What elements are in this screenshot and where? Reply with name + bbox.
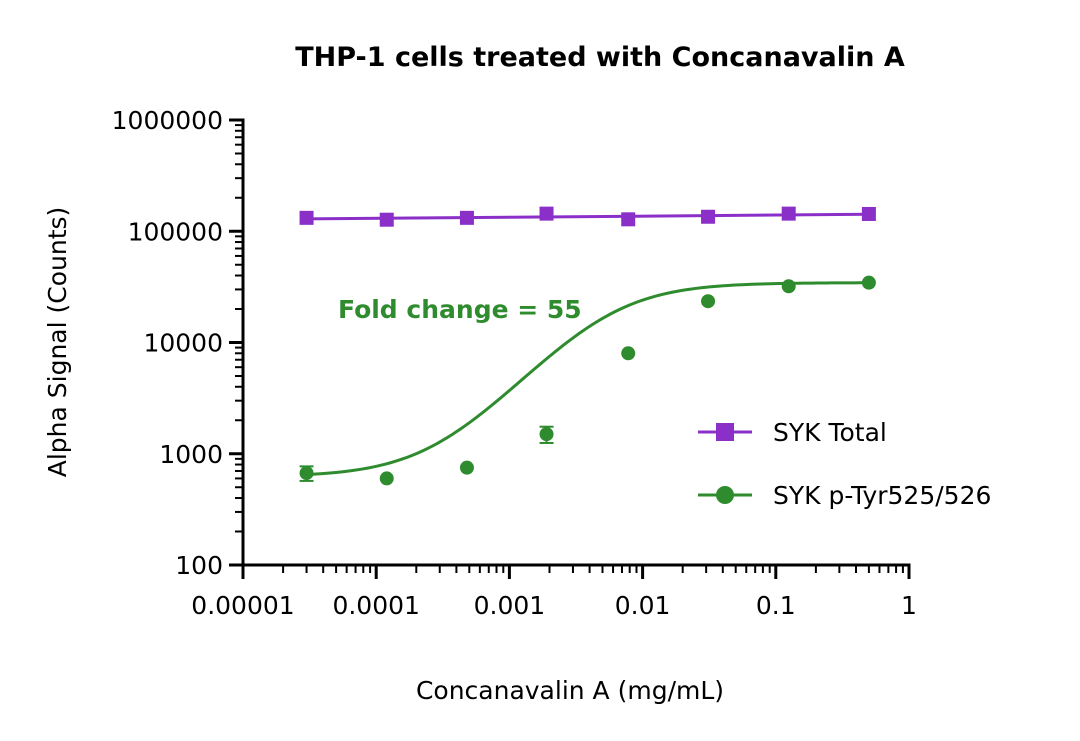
data-point bbox=[781, 279, 796, 294]
data-point bbox=[379, 212, 394, 227]
y-tick-label: 100000 bbox=[128, 217, 223, 246]
data-point bbox=[861, 206, 876, 221]
x-tick-label: 0.1 bbox=[756, 591, 796, 620]
x-tick-label: 0.01 bbox=[615, 591, 671, 620]
data-point bbox=[621, 212, 636, 227]
y-tick-label: 1000000 bbox=[112, 106, 223, 135]
data-point bbox=[299, 466, 314, 481]
data-point bbox=[379, 471, 394, 486]
x-axis-label: Concanavalin A (mg/mL) bbox=[416, 676, 724, 705]
data-point bbox=[701, 294, 716, 309]
y-axis-label: Alpha Signal (Counts) bbox=[43, 207, 72, 478]
fold-change-annotation: Fold change = 55 bbox=[338, 295, 582, 324]
data-point bbox=[539, 427, 554, 442]
legend-marker bbox=[716, 486, 734, 504]
data-point bbox=[539, 206, 554, 221]
x-tick-label: 0.001 bbox=[474, 591, 546, 620]
x-ticks: 0.00001 0.0001 0.001 0.01 0.1 1 bbox=[191, 565, 917, 620]
legend: SYK Total SYK p-Tyr525/526 bbox=[698, 418, 991, 510]
y-tick-label: 10000 bbox=[143, 329, 223, 358]
legend-item-syk-p-tyr: SYK p-Tyr525/526 bbox=[698, 481, 991, 510]
fit-line bbox=[306, 212, 869, 221]
data-point bbox=[299, 210, 314, 225]
y-tick-label: 1000 bbox=[159, 440, 223, 469]
data-point bbox=[621, 346, 636, 361]
y-tick-label: 100 bbox=[175, 551, 223, 580]
data-point bbox=[459, 460, 474, 475]
x-tick-label: 0.00001 bbox=[191, 591, 294, 620]
series-syk-p-tyr bbox=[299, 275, 876, 486]
data-point bbox=[781, 206, 796, 221]
x-tick-label: 1 bbox=[901, 591, 917, 620]
data-point bbox=[459, 210, 474, 225]
data-point bbox=[701, 209, 716, 224]
series-layer bbox=[299, 206, 876, 486]
legend-marker bbox=[716, 423, 734, 441]
y-ticks: 100 1000 10000 100000 1000000 bbox=[112, 106, 243, 580]
fit-line bbox=[306, 281, 869, 477]
legend-item-syk-total: SYK Total bbox=[698, 418, 887, 447]
legend-label: SYK p-Tyr525/526 bbox=[773, 481, 991, 510]
chart-title: THP-1 cells treated with Concanavalin A bbox=[295, 42, 905, 73]
series-syk-total bbox=[299, 206, 876, 227]
data-point bbox=[861, 275, 876, 290]
x-tick-label: 0.0001 bbox=[332, 591, 419, 620]
legend-label: SYK Total bbox=[773, 418, 887, 447]
